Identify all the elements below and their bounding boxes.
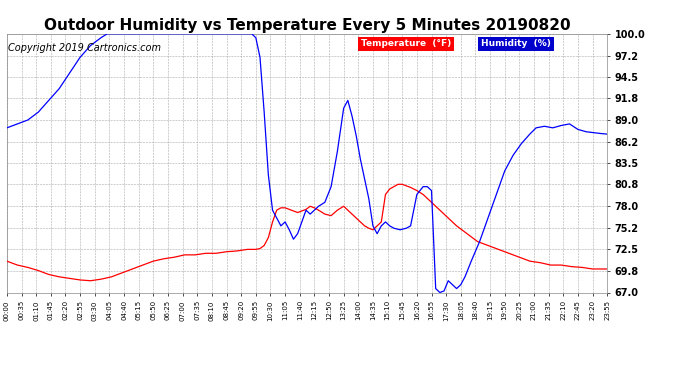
Text: Humidity  (%): Humidity (%) [481, 39, 551, 48]
Text: Temperature  (°F): Temperature (°F) [361, 39, 451, 48]
Title: Outdoor Humidity vs Temperature Every 5 Minutes 20190820: Outdoor Humidity vs Temperature Every 5 … [43, 18, 571, 33]
Text: Copyright 2019 Cartronics.com: Copyright 2019 Cartronics.com [8, 43, 161, 53]
